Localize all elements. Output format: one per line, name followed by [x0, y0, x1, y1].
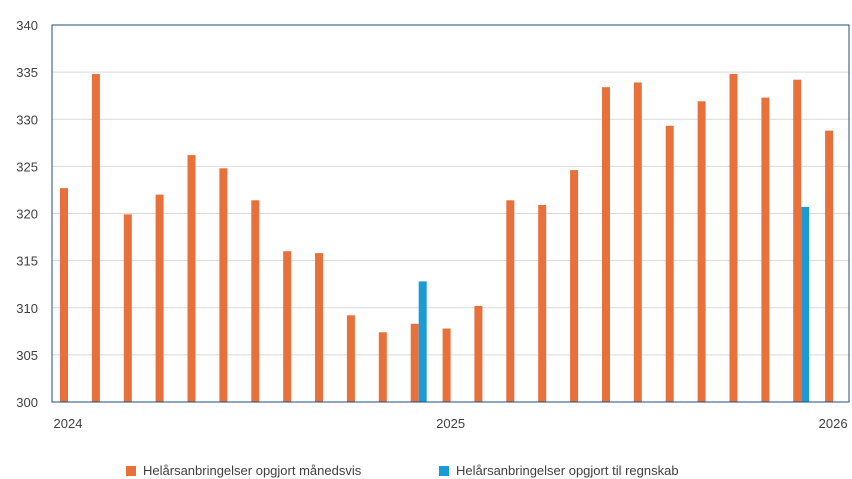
bar-monthly [442, 328, 451, 402]
bar-monthly [570, 170, 579, 402]
bar-monthly [665, 125, 674, 403]
bars [60, 74, 834, 403]
bar-monthly [123, 214, 132, 402]
x-tick-label: 2024 [54, 416, 83, 431]
y-tick-label: 325 [16, 159, 38, 174]
bar-monthly [761, 97, 770, 402]
y-tick-label: 320 [16, 207, 38, 222]
bar-monthly [793, 79, 802, 402]
bar-monthly [283, 251, 292, 402]
bar-monthly [410, 323, 419, 402]
y-tick-label: 315 [16, 254, 38, 269]
bar-monthly [346, 315, 355, 402]
legend-label-annual: Helårsanbringelser opgjort til regnskab [456, 463, 679, 478]
plot-frame [51, 24, 850, 403]
x-tick-label: 2025 [436, 416, 465, 431]
bar-monthly [219, 168, 228, 402]
legend-swatch-annual [439, 466, 449, 476]
legend-label-monthly: Helårsanbringelser opgjort månedsvis [143, 463, 362, 478]
x-axis-ticks: 2024 2025 2026 [54, 416, 848, 431]
bar-monthly [729, 74, 738, 402]
bar-monthly [91, 74, 100, 402]
bar-annual [418, 281, 427, 402]
y-tick-label: 335 [16, 65, 38, 80]
bar-monthly [60, 188, 68, 402]
bar-monthly [538, 205, 547, 402]
y-axis-ticks: 300 305 310 315 320 325 330 335 340 [16, 18, 38, 410]
bar-monthly [474, 305, 483, 402]
bar-annual [801, 206, 810, 402]
bar-monthly [187, 155, 196, 402]
bar-monthly [251, 200, 260, 402]
y-tick-label: 300 [16, 395, 38, 410]
y-tick-label: 310 [16, 301, 38, 316]
legend-swatch-monthly [126, 466, 136, 476]
bar-monthly [697, 101, 706, 403]
gridlines [52, 71, 849, 356]
bar-monthly [155, 194, 164, 402]
bar-monthly [378, 332, 387, 402]
y-tick-label: 340 [16, 18, 38, 33]
bar-monthly [825, 130, 834, 402]
x-tick-label: 2026 [819, 416, 848, 431]
bar-monthly [506, 200, 515, 402]
bar-monthly [633, 82, 642, 402]
bar-monthly [315, 253, 323, 402]
y-tick-label: 305 [16, 348, 38, 363]
legend: Helårsanbringelser opgjort månedsvis Hel… [126, 463, 679, 478]
bar-monthly [602, 87, 610, 402]
y-tick-label: 330 [16, 112, 38, 127]
